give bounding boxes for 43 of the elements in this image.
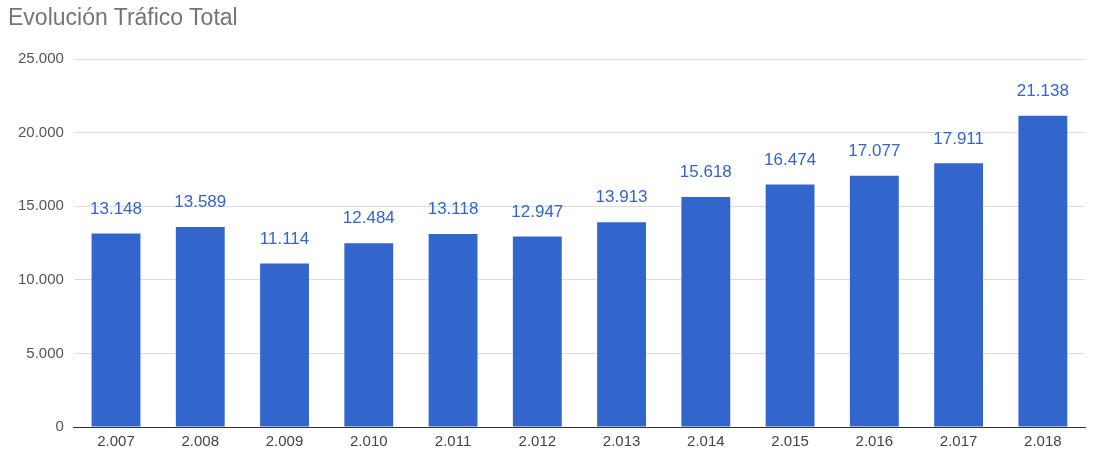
bar [597,222,647,427]
x-tick-label: 2.010 [350,432,388,450]
bar [260,263,309,427]
bar [175,226,225,427]
bar [1018,115,1068,427]
x-tick-label: 2.014 [687,432,725,450]
y-tick-label: 25.000 [17,49,64,67]
x-tick-label: 2.013 [602,432,641,450]
bar [934,163,984,427]
bar [344,243,394,427]
bar [512,236,562,427]
x-tick-label: 2.008 [181,432,220,450]
x-tick-label: 2.012 [518,432,557,450]
bar [849,175,899,427]
x-tick-label: 2.015 [771,432,809,450]
x-tick-label: 2.011 [434,432,472,450]
bar [91,233,141,427]
y-tick-label: 10.000 [17,269,64,287]
data-label: 17.077 [848,140,901,160]
chart-title: Evolución Tráfico Total [8,4,238,31]
bar [681,197,731,427]
data-label: 12.947 [511,201,564,221]
data-label: 13.913 [595,187,648,207]
data-label: 21.138 [1016,81,1069,101]
data-label: 13.118 [427,199,479,219]
y-tick-label: 0 [55,417,64,435]
x-tick-label: 2.016 [855,432,894,450]
data-label: 15.618 [679,162,732,182]
y-tick-label: 20.000 [17,122,64,140]
data-label: 16.474 [764,149,817,169]
data-label: 17.911 [933,128,984,148]
data-label: 13.589 [174,192,227,212]
x-tick-label: 2.007 [97,432,135,450]
y-tick-label: 5.000 [26,343,64,361]
x-tick-label: 2.018 [1024,432,1062,450]
x-tick-label: 2.009 [265,432,304,450]
bar [765,184,815,427]
x-tick-label: 2.017 [939,432,978,450]
data-label: 13.148 [90,198,143,218]
data-label: 12.484 [342,208,395,228]
y-tick-label: 15.000 [17,196,64,214]
bar [428,233,478,427]
data-label: 11.114 [259,228,310,248]
